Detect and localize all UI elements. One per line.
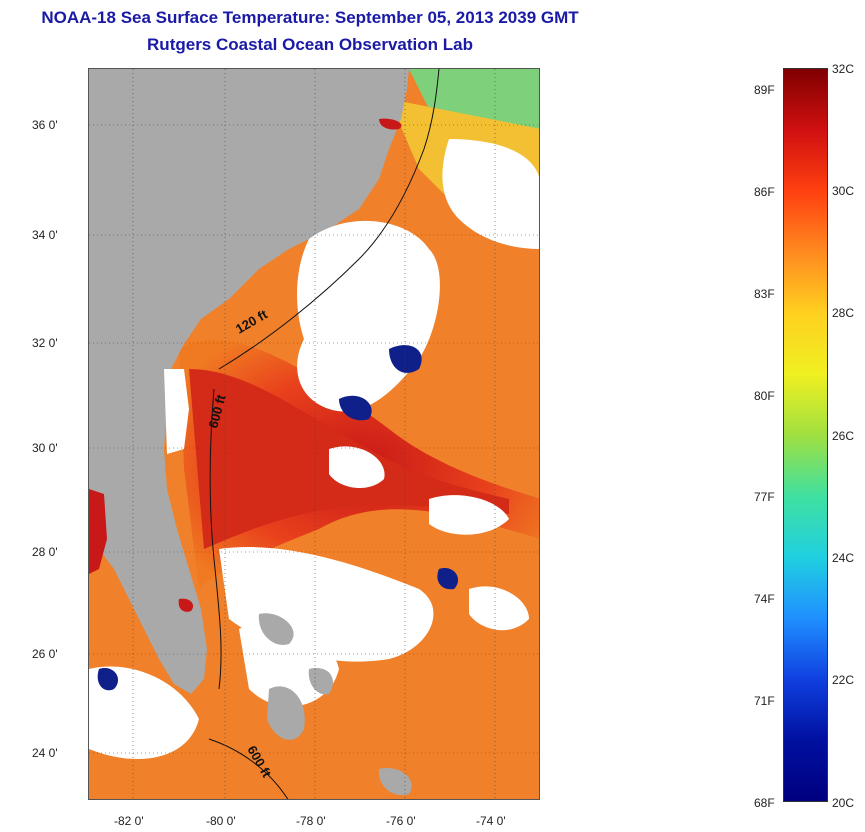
- colorbar-fahrenheit-label: 83F: [754, 287, 775, 301]
- colorbar-fahrenheit-label: 89F: [754, 83, 775, 97]
- land-us-coast: [89, 69, 409, 694]
- colorbar-celsius-label: 22C: [832, 673, 855, 687]
- colorbar-fahrenheit-label: 68F: [754, 796, 775, 810]
- lat-tick-label: 36 0': [32, 118, 58, 132]
- land-bahamas-2: [267, 686, 305, 740]
- lat-tick-label: 32 0': [32, 336, 58, 350]
- cool-patch-4: [437, 568, 459, 590]
- cloud-southwest: [89, 666, 199, 759]
- lon-tick-label: -82 0': [114, 814, 144, 828]
- lat-tick-label: 26 0': [32, 647, 58, 661]
- colorbar-fahrenheit-label: 74F: [754, 592, 775, 606]
- isobath-600ft-south: [208, 738, 289, 799]
- cloud-coastal-florida: [164, 369, 189, 454]
- hot-spot-florida-west: [89, 489, 107, 574]
- north-cool-water: [409, 69, 539, 139]
- lat-tick-label: 34 0': [32, 228, 58, 242]
- colorbar-celsius-label: 32C: [832, 62, 855, 76]
- colorbar-fahrenheit-label: 86F: [754, 185, 775, 199]
- colorbar-celsius-label: 26C: [832, 429, 855, 443]
- colorbar-celsius-label: 24C: [832, 551, 855, 565]
- hot-spot-lake: [178, 598, 194, 612]
- cloud-scatter-2: [429, 495, 509, 535]
- colorbar-fahrenheit-label: 71F: [754, 694, 775, 708]
- colorbar-celsius-label: 20C: [832, 796, 855, 810]
- lon-tick-label: -80 0': [206, 814, 236, 828]
- land-bahamas-3: [308, 668, 333, 695]
- cool-patch-1: [389, 345, 422, 373]
- sst-map-graphic: 120 ft 600 ft 600 ft: [89, 69, 539, 799]
- lon-tick-label: -78 0': [296, 814, 326, 828]
- lat-lon-grid: [89, 69, 539, 799]
- colorbar-fahrenheit-label: 80F: [754, 389, 775, 403]
- lon-tick-label: -74 0': [476, 814, 506, 828]
- colorbar-fahrenheit-label: 77F: [754, 490, 775, 504]
- land-bahamas-1: [258, 613, 294, 645]
- isobath-120ft: [218, 69, 440, 370]
- cool-patch-3: [97, 668, 119, 691]
- lat-tick-label: 30 0': [32, 441, 58, 455]
- hot-spot-sound: [379, 118, 402, 130]
- lat-tick-label: 24 0': [32, 746, 58, 760]
- lon-tick-label: -76 0': [386, 814, 416, 828]
- land-bahamas-4: [378, 768, 412, 796]
- colorbar-celsius-label: 30C: [832, 184, 855, 198]
- cool-patch-2: [339, 395, 372, 421]
- cloud-northeast: [442, 139, 539, 249]
- map-subtitle: Rutgers Coastal Ocean Observation Lab: [147, 35, 473, 54]
- map-title: NOAA-18 Sea Surface Temperature: Septemb…: [41, 8, 579, 27]
- lat-tick-label: 28 0': [32, 545, 58, 559]
- color-scale-bar: [783, 68, 828, 802]
- cloud-scatter-1: [329, 446, 385, 489]
- isobath-600ft: [209, 388, 222, 690]
- cloud-scatter-3: [469, 586, 529, 631]
- colorbar-celsius-label: 28C: [832, 306, 855, 320]
- sst-map[interactable]: 120 ft 600 ft 600 ft: [88, 68, 540, 800]
